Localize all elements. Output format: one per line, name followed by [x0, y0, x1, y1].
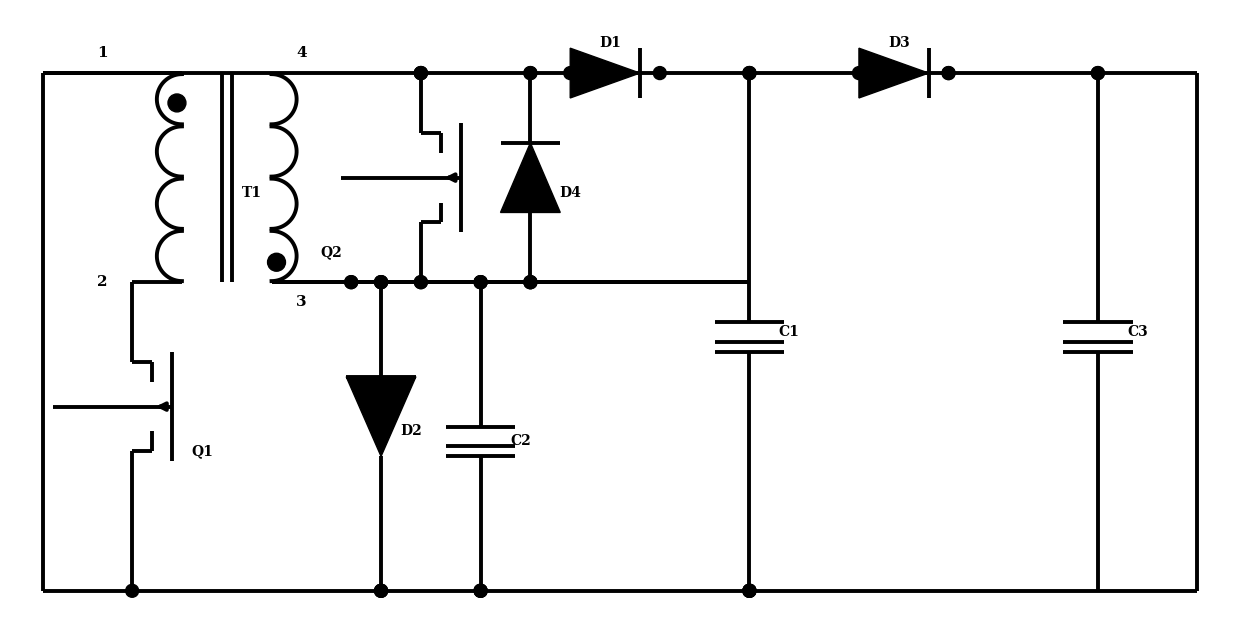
Circle shape	[525, 276, 537, 289]
Circle shape	[414, 66, 428, 80]
Circle shape	[525, 276, 537, 289]
Text: C1: C1	[779, 325, 800, 339]
Text: C3: C3	[1127, 325, 1148, 339]
Text: D4: D4	[559, 186, 582, 200]
Circle shape	[345, 276, 357, 289]
Circle shape	[1091, 66, 1105, 80]
Text: D3: D3	[888, 36, 910, 50]
Circle shape	[743, 66, 756, 80]
Polygon shape	[501, 143, 560, 212]
Circle shape	[743, 585, 756, 597]
Polygon shape	[346, 377, 415, 456]
Polygon shape	[570, 48, 640, 98]
Text: 3: 3	[296, 295, 306, 309]
Circle shape	[942, 66, 955, 80]
Circle shape	[414, 276, 428, 289]
Text: T1: T1	[242, 186, 262, 200]
Circle shape	[743, 66, 756, 80]
Circle shape	[743, 585, 756, 597]
Circle shape	[345, 276, 357, 289]
Circle shape	[474, 276, 487, 289]
Circle shape	[374, 585, 388, 597]
Circle shape	[374, 276, 388, 289]
Circle shape	[474, 276, 487, 289]
Circle shape	[564, 66, 577, 80]
Circle shape	[414, 66, 428, 80]
Circle shape	[374, 276, 388, 289]
Circle shape	[525, 66, 537, 80]
Text: D1: D1	[599, 36, 621, 50]
Circle shape	[653, 66, 666, 80]
Circle shape	[374, 585, 388, 597]
Circle shape	[743, 66, 756, 80]
Circle shape	[525, 276, 537, 289]
Circle shape	[1091, 66, 1105, 80]
Circle shape	[125, 585, 139, 597]
Text: Q2: Q2	[320, 245, 342, 259]
Circle shape	[414, 276, 428, 289]
Circle shape	[852, 66, 866, 80]
Circle shape	[474, 585, 487, 597]
Text: C2: C2	[510, 434, 531, 449]
Text: 4: 4	[296, 46, 306, 60]
Circle shape	[167, 94, 186, 112]
Circle shape	[525, 66, 537, 80]
Circle shape	[474, 585, 487, 597]
Text: 2: 2	[97, 275, 108, 289]
Circle shape	[414, 66, 428, 80]
Text: 1: 1	[97, 46, 108, 60]
Text: Q1: Q1	[191, 444, 213, 458]
Circle shape	[743, 585, 756, 597]
Circle shape	[474, 276, 487, 289]
Polygon shape	[859, 48, 929, 98]
Circle shape	[474, 585, 487, 597]
Circle shape	[374, 585, 388, 597]
Circle shape	[942, 66, 955, 80]
Circle shape	[268, 253, 285, 271]
Circle shape	[743, 585, 756, 597]
Text: D2: D2	[401, 425, 422, 439]
Circle shape	[374, 276, 388, 289]
